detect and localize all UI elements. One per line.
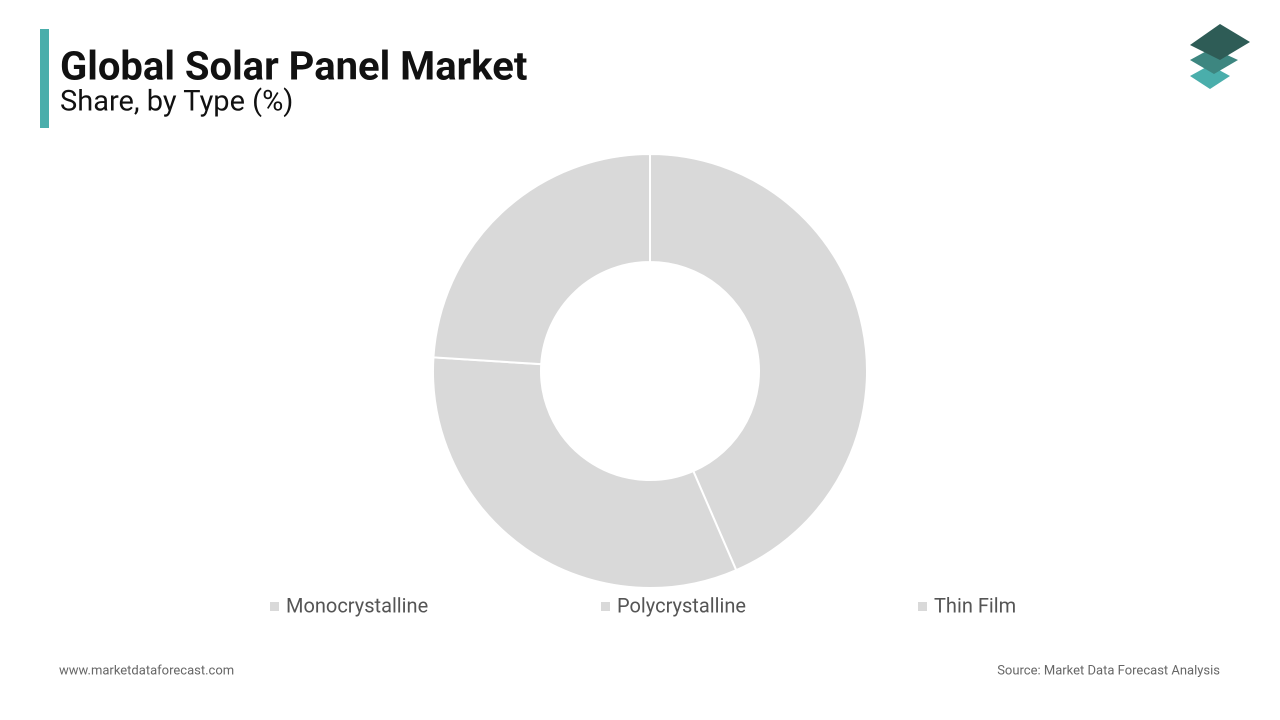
legend-swatch	[918, 602, 927, 611]
logo	[1190, 24, 1250, 89]
chart-subtitle: Share, by Type (%)	[60, 85, 293, 119]
chart-title: Global Solar Panel Market	[60, 43, 527, 90]
legend-swatch	[270, 602, 279, 611]
donut-segment	[432, 152, 651, 366]
donut-segment	[649, 152, 868, 572]
legend-label: Polycrystalline	[617, 593, 746, 617]
donut-segment	[432, 356, 738, 589]
legend-swatch	[601, 602, 610, 611]
source: Source: Market Data Forecast Analysis	[997, 663, 1220, 678]
legend-label: Monocrystalline	[286, 593, 428, 617]
website: www.marketdataforecast.com	[59, 663, 234, 678]
legend-label: Thin Film	[934, 593, 1016, 617]
title-accent	[40, 29, 49, 128]
